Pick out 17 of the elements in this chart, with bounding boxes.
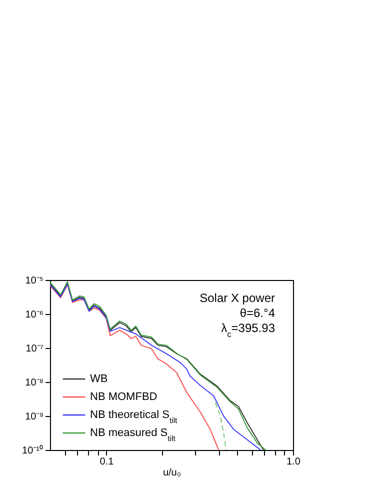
annotation: λ$_{c}$=395.93 [221,321,276,339]
annotation: θ=6.°4 [240,306,276,320]
y-tick-label: 10⁻⁸ [25,378,44,388]
x-axis-title: u/u₀ [162,468,182,478]
y-tick-label: 10⁻¹⁰ [22,444,44,456]
y-tick-label: 10⁻⁶ [25,310,44,320]
y-tick-label: 10⁻⁹ [25,412,44,422]
legend-label: WB [90,373,108,385]
legend-label: NB MOMFBD [90,391,158,403]
y-tick-label: 10⁻⁷ [26,344,44,354]
legend-label: NB theoretical S$_{tilt}$ [90,409,178,424]
line-series [214,402,227,450]
annotation: Solar X power [200,291,275,305]
x-tick-label: 1.0 [286,456,301,468]
x-tick-label: 0.1 [100,456,114,468]
y-tick-label: 10⁻⁵ [25,276,44,286]
legend-label: NB measured S$_{tilt}$ [90,427,176,442]
